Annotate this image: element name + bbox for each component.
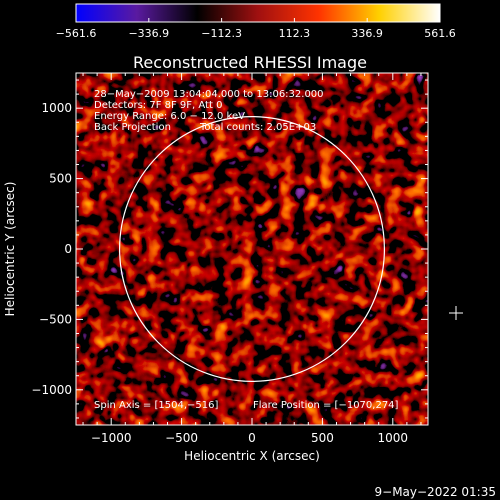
y-tick-label: −500: [39, 312, 72, 326]
colorbar-tick-label: 561.6: [424, 27, 456, 40]
colorbar-tick-label: −336.9: [128, 27, 169, 40]
x-tick-label: 500: [311, 431, 334, 445]
y-tick-label: 0: [64, 242, 72, 256]
heatmap-image: [76, 73, 428, 425]
x-axis-label: Heliocentric X (arcsec): [184, 449, 320, 463]
colorbar-gradient: [75, 3, 441, 23]
x-tick-label: −1000: [91, 431, 132, 445]
y-tick-label: 500: [49, 172, 72, 186]
x-tick-label: 0: [248, 431, 256, 445]
y-axis-ticks: −1000 −500 0 500 1000: [31, 79, 428, 419]
colorbar-tick-label: −112.3: [201, 27, 242, 40]
x-axis-ticks: −1000 −500 0 500 1000: [82, 73, 422, 445]
colorbar-ticks: −561.6 −336.9 −112.3 112.3 336.9 561.6: [56, 18, 456, 40]
y-tick-label: 1000: [41, 101, 72, 115]
observation-info: 28−May−2009 13:04:04.000 to 13:06:32.000…: [94, 89, 324, 133]
info-total-counts: Total counts: 2.05E+03: [199, 122, 316, 133]
colorbar-tick-label: 112.3: [279, 27, 311, 40]
info-time-range: 28−May−2009 13:04:04.000 to 13:06:32.000: [94, 89, 324, 100]
chart-title: Reconstructed RHESSI Image: [133, 53, 367, 72]
info-method: Back Projection: [94, 122, 171, 133]
flare-position-label: Flare Position = [−1070,274]: [253, 400, 399, 411]
info-detectors: Detectors: 7F 8F 9F, Att 0: [94, 100, 222, 111]
solar-limb-circle: [119, 116, 385, 382]
y-tick-label: −1000: [31, 383, 72, 397]
y-axis-label: Heliocentric Y (arcsec): [3, 182, 17, 317]
x-tick-label: 1000: [378, 431, 409, 445]
plot-area: −1000 −500 0 500 1000 −1000 −500 0 500 1000: [31, 72, 429, 445]
flare-marker: [449, 306, 463, 320]
colorbar-tick-label: −561.6: [56, 27, 97, 40]
colorbar: −561.6 −336.9 −112.3 112.3 336.9 561.6: [56, 3, 456, 40]
x-tick-label: −500: [165, 431, 198, 445]
spin-axis-label: Spin Axis = [1504,−516]: [94, 400, 218, 411]
footer-timestamp: 9−May−2022 01:35: [375, 485, 497, 499]
colorbar-tick-label: 336.9: [351, 27, 383, 40]
info-energy-range: Energy Range: 6.0 − 12.0 keV: [94, 111, 245, 122]
